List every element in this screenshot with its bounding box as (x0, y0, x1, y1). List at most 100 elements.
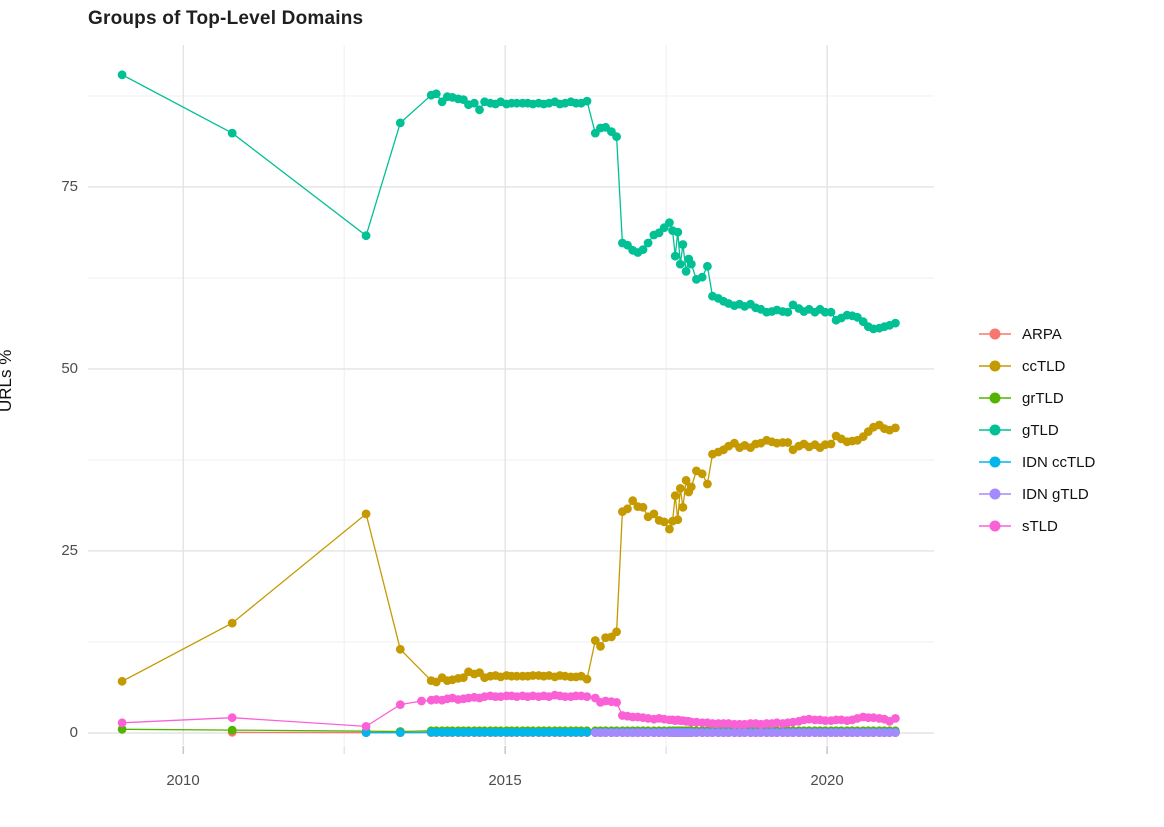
legend-item-grTLD: grTLD (978, 382, 1095, 414)
series-points-ccTLD (117, 420, 900, 687)
data-point (361, 722, 371, 731)
legend-key-icon (979, 392, 1011, 404)
data-point (117, 724, 127, 734)
data-point (703, 479, 712, 489)
data-point (582, 692, 592, 701)
data-point (673, 227, 683, 237)
data-point (395, 644, 405, 654)
data-point (582, 674, 592, 684)
data-point (703, 261, 712, 271)
chart-title: Groups of Top-Level Domains (88, 8, 364, 29)
data-point (227, 713, 237, 723)
data-point (596, 642, 605, 651)
data-point (670, 251, 680, 261)
series-line-gTLD (121, 74, 896, 330)
data-point (638, 502, 648, 512)
data-point (665, 218, 674, 228)
data-point (891, 714, 900, 723)
data-point (659, 517, 669, 527)
x-tick-label: 2015 (488, 772, 522, 789)
data-point (681, 267, 691, 276)
data-point (826, 439, 836, 449)
data-point (361, 509, 371, 519)
data-point (590, 636, 600, 645)
data-point (891, 728, 900, 737)
data-point (891, 318, 900, 328)
data-point (783, 438, 793, 447)
legend-key-icon (979, 328, 1011, 340)
legend-item-sTLD: sTLD (978, 510, 1095, 542)
data-point (826, 307, 836, 317)
data-point (475, 105, 484, 115)
data-point (459, 673, 468, 683)
data-point (670, 491, 680, 501)
y-tick-label: 0 (69, 724, 78, 741)
data-point (665, 524, 674, 534)
legend-item-gTLD: gTLD (978, 414, 1095, 446)
series-points-IDN-gTLD (590, 728, 900, 737)
legend-key-icon (979, 360, 1011, 372)
legend: ARPA ccTLD grTLD gTLD IDN ccTLD IDN gTLD sTLD (978, 318, 1095, 542)
x-tick-label: 2010 (166, 772, 200, 789)
legend-key-icon (979, 424, 1011, 436)
legend-label: sTLD (1022, 517, 1058, 535)
data-point (623, 504, 632, 514)
legend-key-icon (979, 520, 1011, 532)
legend-item-IDN-gTLD: IDN gTLD (978, 478, 1095, 510)
data-point (395, 700, 405, 709)
y-tick-label: 50 (61, 360, 78, 377)
data-point (227, 128, 237, 138)
legend-key-icon (979, 488, 1011, 500)
legend-item-ccTLD: ccTLD (978, 350, 1095, 382)
data-point (361, 728, 371, 737)
y-tick-label: 75 (61, 178, 78, 195)
data-point (227, 725, 237, 735)
data-point (643, 238, 653, 248)
legend-label: IDN ccTLD (1022, 453, 1096, 471)
data-point (117, 676, 127, 686)
series-points-gTLD (117, 70, 900, 334)
data-point (673, 515, 683, 525)
legend-item-IDN-ccTLD: IDN ccTLD (978, 446, 1095, 478)
legend-label: gTLD (1022, 421, 1059, 439)
data-point (675, 484, 685, 493)
data-point (638, 245, 648, 255)
data-point (227, 618, 237, 628)
legend-label: ARPA (1022, 325, 1062, 343)
data-point (697, 469, 707, 479)
data-point (678, 240, 688, 249)
data-point (681, 476, 691, 485)
data-point (678, 502, 688, 512)
legend-label: grTLD (1022, 389, 1064, 407)
data-point (612, 132, 621, 142)
data-point (649, 509, 659, 519)
legend-label: ccTLD (1022, 357, 1066, 375)
data-point (628, 496, 638, 506)
legend-label: IDN gTLD (1022, 485, 1089, 503)
data-point (612, 627, 621, 637)
y-tick-label: 25 (61, 542, 78, 559)
legend-key-icon (979, 456, 1011, 468)
data-point (675, 259, 685, 269)
data-point (783, 307, 793, 317)
data-point (686, 259, 696, 269)
data-point (117, 70, 127, 80)
data-point (117, 718, 127, 728)
data-point (395, 118, 405, 128)
series-points-sTLD (117, 690, 900, 731)
data-point (582, 727, 592, 737)
data-point (431, 89, 441, 99)
data-point (891, 423, 900, 433)
series-line-ccTLD (121, 424, 896, 683)
data-point (395, 728, 405, 737)
data-point (582, 96, 592, 106)
data-point (469, 98, 479, 108)
data-point (417, 696, 426, 706)
data-point (697, 272, 707, 282)
x-tick-label: 2020 (810, 772, 844, 789)
data-point (361, 231, 371, 241)
legend-item-ARPA: ARPA (978, 318, 1095, 350)
data-point (686, 482, 696, 492)
